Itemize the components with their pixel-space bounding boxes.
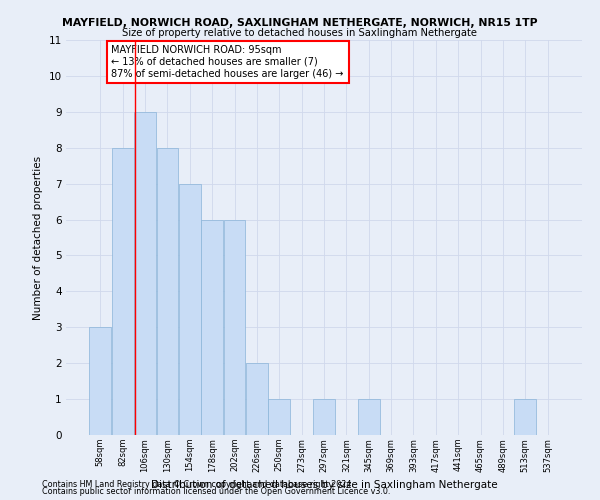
Text: MAYFIELD, NORWICH ROAD, SAXLINGHAM NETHERGATE, NORWICH, NR15 1TP: MAYFIELD, NORWICH ROAD, SAXLINGHAM NETHE… [62,18,538,28]
Bar [246,363,268,435]
Bar [268,399,290,435]
X-axis label: Distribution of detached houses by size in Saxlingham Nethergate: Distribution of detached houses by size … [151,480,497,490]
Text: MAYFIELD NORWICH ROAD: 95sqm
← 13% of detached houses are smaller (7)
87% of sem: MAYFIELD NORWICH ROAD: 95sqm ← 13% of de… [112,46,344,78]
Text: Contains HM Land Registry data © Crown copyright and database right 2024.: Contains HM Land Registry data © Crown c… [42,480,354,489]
Text: Size of property relative to detached houses in Saxlingham Nethergate: Size of property relative to detached ho… [122,28,478,38]
Bar [134,112,156,435]
Bar [112,148,134,435]
Bar [358,399,380,435]
Bar [179,184,200,435]
Bar [202,220,223,435]
Y-axis label: Number of detached properties: Number of detached properties [33,156,43,320]
Bar [89,328,111,435]
Bar [157,148,178,435]
Bar [514,399,536,435]
Bar [224,220,245,435]
Text: Contains public sector information licensed under the Open Government Licence v3: Contains public sector information licen… [42,487,391,496]
Bar [313,399,335,435]
